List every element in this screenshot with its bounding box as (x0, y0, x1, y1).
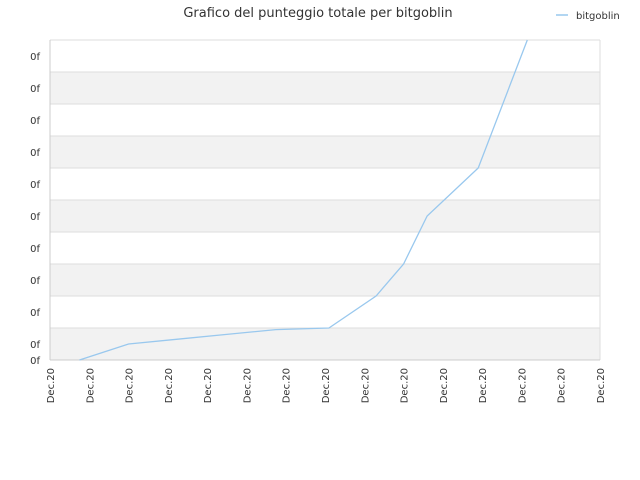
y-tick-label: 0f (30, 84, 40, 95)
y-tick-label: 0f (30, 276, 40, 287)
axes (49, 40, 601, 361)
x-tick-label: Dec.20 (125, 368, 136, 403)
plot-background (50, 72, 600, 360)
x-tick-label: Dec.20 (557, 368, 568, 403)
y-axis-ticks: 0f 0f 0f 0f 0f 0f 0f 0f 0f 0f 0f (30, 52, 40, 367)
x-tick-label: Dec.20 (596, 368, 607, 403)
y-tick-label: 0f (30, 148, 40, 159)
plot-band (50, 72, 600, 104)
y-tick-label: 0f (30, 180, 40, 191)
x-tick-label: Dec.20 (321, 368, 332, 403)
x-axis-ticks: Dec.20 Dec.20 Dec.20 Dec.20 Dec.20 Dec.20 Dec.… (46, 368, 607, 403)
x-tick-label: Dec.20 (242, 368, 253, 403)
y-tick-label: 0f (30, 244, 40, 255)
y-tick-label: 0f (30, 116, 40, 127)
x-tick-label: Dec.20 (282, 368, 293, 403)
plot-band (50, 200, 600, 232)
plot-band (50, 136, 600, 168)
x-tick-label: Dec.20 (517, 368, 528, 403)
series-layer (79, 39, 528, 361)
y-tick-label: 0f (30, 340, 40, 351)
x-tick-label: Dec.20 (46, 368, 57, 403)
y-tick-label: 0f (30, 52, 40, 63)
plot-band (50, 264, 600, 296)
series-line-bitgoblin (79, 39, 528, 361)
x-tick-label: Dec.20 (85, 368, 96, 403)
x-tick-label: Dec.20 (439, 368, 450, 403)
x-tick-label: Dec.20 (164, 368, 175, 403)
y-tick-label: 0f (30, 356, 40, 367)
legend: bitgoblin (556, 11, 620, 22)
x-tick-label: Dec.20 (360, 368, 371, 403)
plot-band (50, 328, 600, 360)
x-tick-label: Dec.20 (203, 368, 214, 403)
y-tick-label: 0f (30, 212, 40, 223)
x-tick-label: Dec.20 (478, 368, 489, 403)
x-tick-label: Dec.20 (400, 368, 411, 403)
chart-title: Grafico del punteggio totale per bitgobl… (183, 6, 452, 21)
y-tick-label: 0f (30, 308, 40, 319)
legend-label: bitgoblin (576, 11, 620, 22)
